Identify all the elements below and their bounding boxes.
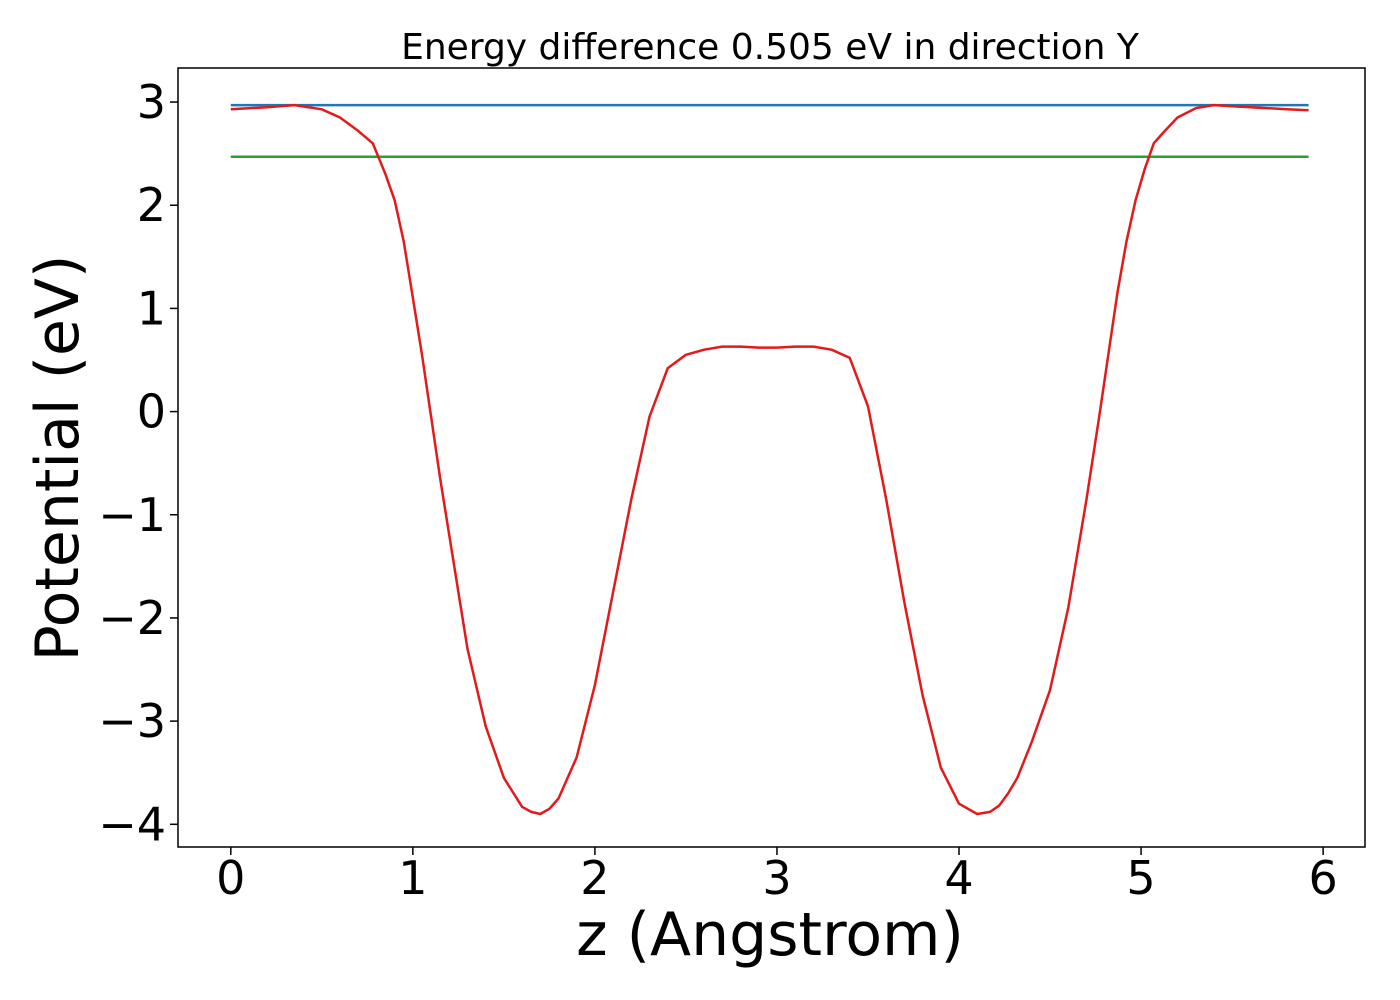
y-tick-label: −2 [98, 591, 166, 645]
y-tick-label: 0 [137, 385, 166, 439]
y-tick-label: −3 [98, 694, 166, 748]
plot-frame [177, 67, 1366, 848]
x-tick-label: 0 [216, 851, 245, 905]
x-tick-label: 3 [762, 851, 791, 905]
chart-title: Energy difference 0.505 eV in direction … [401, 27, 1140, 68]
series-line-3 [230, 103, 1309, 816]
y-tick-label: 2 [137, 178, 166, 232]
y-tick-label: 1 [137, 281, 166, 335]
y-tick-label: −4 [98, 797, 166, 851]
x-tick-label: 4 [944, 851, 973, 905]
y-axis-label: Potential (eV) [23, 255, 93, 662]
x-tick-label: 5 [1126, 851, 1155, 905]
x-tick-label: 6 [1308, 851, 1337, 905]
x-tick-label: 1 [398, 851, 427, 905]
x-tick-label: 2 [580, 851, 609, 905]
y-tick-label: −1 [98, 488, 166, 542]
series-group [230, 103, 1309, 816]
x-axis-label: z (Angstrom) [576, 900, 964, 970]
y-tick-label: 3 [137, 75, 166, 129]
x-ticks: 0 1 2 3 4 5 6 [216, 847, 1338, 905]
y-ticks: −4 −3 −2 −1 0 1 2 3 [98, 75, 178, 851]
